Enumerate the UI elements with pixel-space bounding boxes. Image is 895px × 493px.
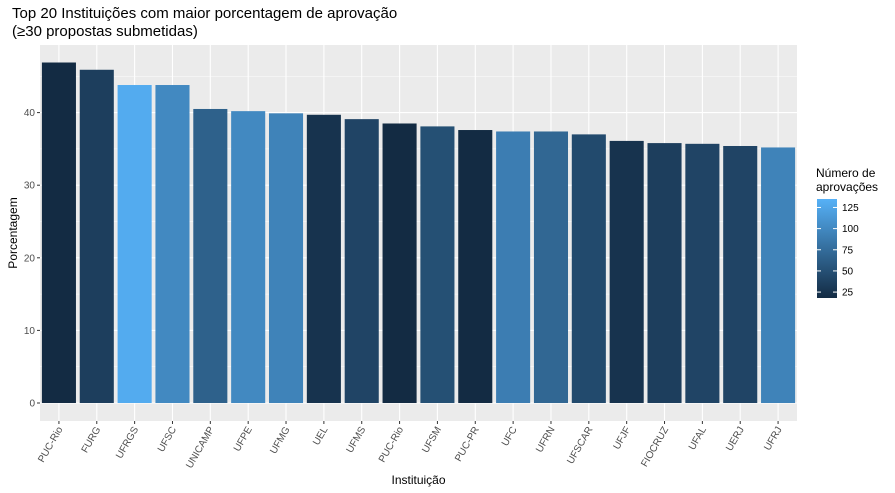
x-tick-label: UNICAMP — [184, 425, 217, 471]
y-tick-label: 20 — [24, 253, 36, 264]
bar-14 — [571, 134, 606, 403]
legend-tick-label: 75 — [842, 245, 854, 256]
bar-0 — [41, 62, 76, 403]
y-tick-label: 0 — [29, 399, 35, 410]
bar-15 — [609, 140, 644, 403]
x-tick-label: UFSM — [420, 425, 444, 455]
x-tick-label: UFRGS — [114, 425, 141, 461]
bar-12 — [496, 131, 531, 403]
color-legend: Número de aprovações 25 50 75 100 125 — [816, 166, 878, 299]
x-tick-label: PUC-Rio — [36, 425, 65, 465]
bar-2 — [117, 85, 152, 404]
bar-16 — [647, 143, 682, 404]
bar-6 — [268, 113, 304, 404]
bar-17 — [685, 143, 720, 403]
legend-tick-label: 100 — [842, 224, 859, 235]
bar-8 — [344, 119, 379, 403]
legend-title-line-1: Número de — [816, 166, 876, 180]
bar-1 — [79, 69, 114, 404]
plot-panel — [40, 45, 797, 421]
legend-colorbar — [817, 199, 837, 298]
y-tick-label: 10 — [24, 326, 36, 337]
x-axis-title: Instituição — [391, 473, 445, 487]
bars — [41, 62, 796, 404]
bar-11 — [458, 130, 493, 404]
y-tick-label: 30 — [24, 181, 36, 192]
y-axis-title: Porcentagem — [6, 197, 20, 268]
x-tick-label: FURG — [80, 425, 104, 455]
legend-ticks: 25 50 75 100 125 — [817, 203, 859, 299]
x-tick-label: UFRJ — [762, 425, 784, 453]
legend-tick-label: 50 — [842, 266, 854, 277]
x-tick-label: UFAL — [687, 425, 709, 453]
legend-tick-label: 25 — [842, 288, 854, 299]
x-tick-label: UERJ — [724, 425, 747, 453]
x-tick-label: PUC-PR — [453, 425, 482, 464]
x-tick-label: UEL — [311, 425, 330, 448]
bar-3 — [155, 85, 190, 404]
x-tick-label: UFSC — [156, 425, 179, 454]
bar-5 — [231, 111, 266, 403]
legend-tick-label: 125 — [842, 203, 859, 214]
bar-13 — [533, 131, 569, 403]
bar-9 — [382, 123, 417, 404]
x-tick-label: UFMS — [345, 425, 369, 455]
x-tick-label: FIOCRUZ — [639, 425, 671, 469]
bar-7 — [306, 114, 341, 403]
x-axis: PUC-Rio FURG UFRGS UFSC UNICAMP UFPE UFMG UEL UF… — [36, 421, 785, 471]
bar-18 — [723, 145, 758, 403]
y-tick-label: 40 — [24, 108, 36, 119]
legend-title-line-2: aprovações — [816, 180, 878, 194]
y-axis: 0 10 20 30 40 — [24, 108, 40, 410]
x-tick-label: UFSCAR — [565, 425, 595, 466]
x-tick-label: UFMG — [268, 425, 292, 456]
bar-4 — [193, 108, 228, 403]
x-tick-label: PUC-Rio — [377, 425, 406, 465]
x-tick-label: UFJF — [612, 425, 634, 452]
bar-19 — [761, 147, 796, 403]
title-line-2: (≥30 propostas submetidas) — [12, 23, 198, 40]
title-line-1: Top 20 Instituições com maior porcentage… — [12, 5, 398, 22]
x-tick-label: UFRN — [534, 425, 557, 455]
x-tick-label: UFPE — [232, 425, 255, 454]
chart-title: Top 20 Instituições com maior porcentage… — [12, 5, 397, 41]
x-tick-label: UFC — [500, 425, 520, 448]
bar-10 — [420, 126, 455, 404]
